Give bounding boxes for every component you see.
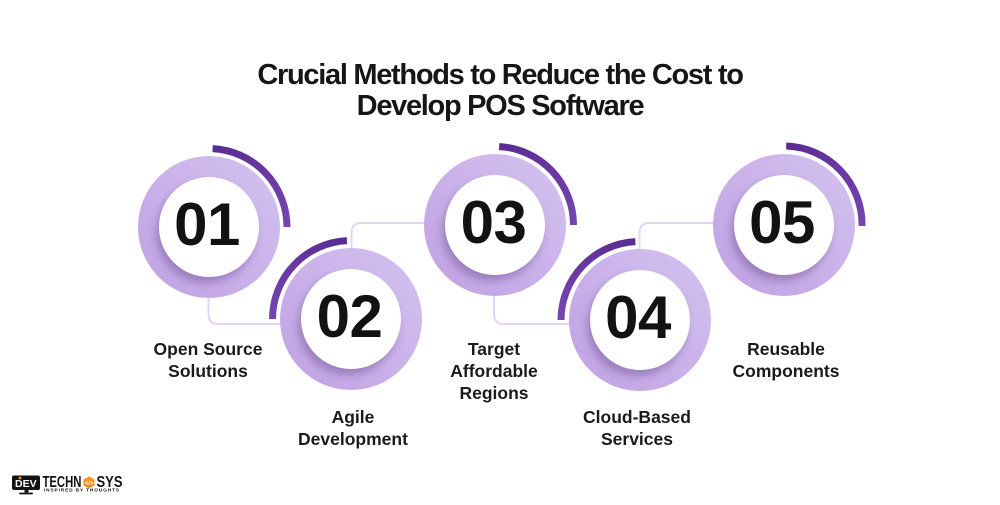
svg-text:TECHN: TECHN (43, 473, 82, 490)
svg-text:DEV: DEV (15, 478, 37, 490)
svg-text:</>: </> (85, 481, 94, 487)
svg-text:INSPIRED BY THOUGHTS: INSPIRED BY THOUGHTS (44, 487, 120, 493)
svg-text:SYS: SYS (97, 474, 123, 491)
